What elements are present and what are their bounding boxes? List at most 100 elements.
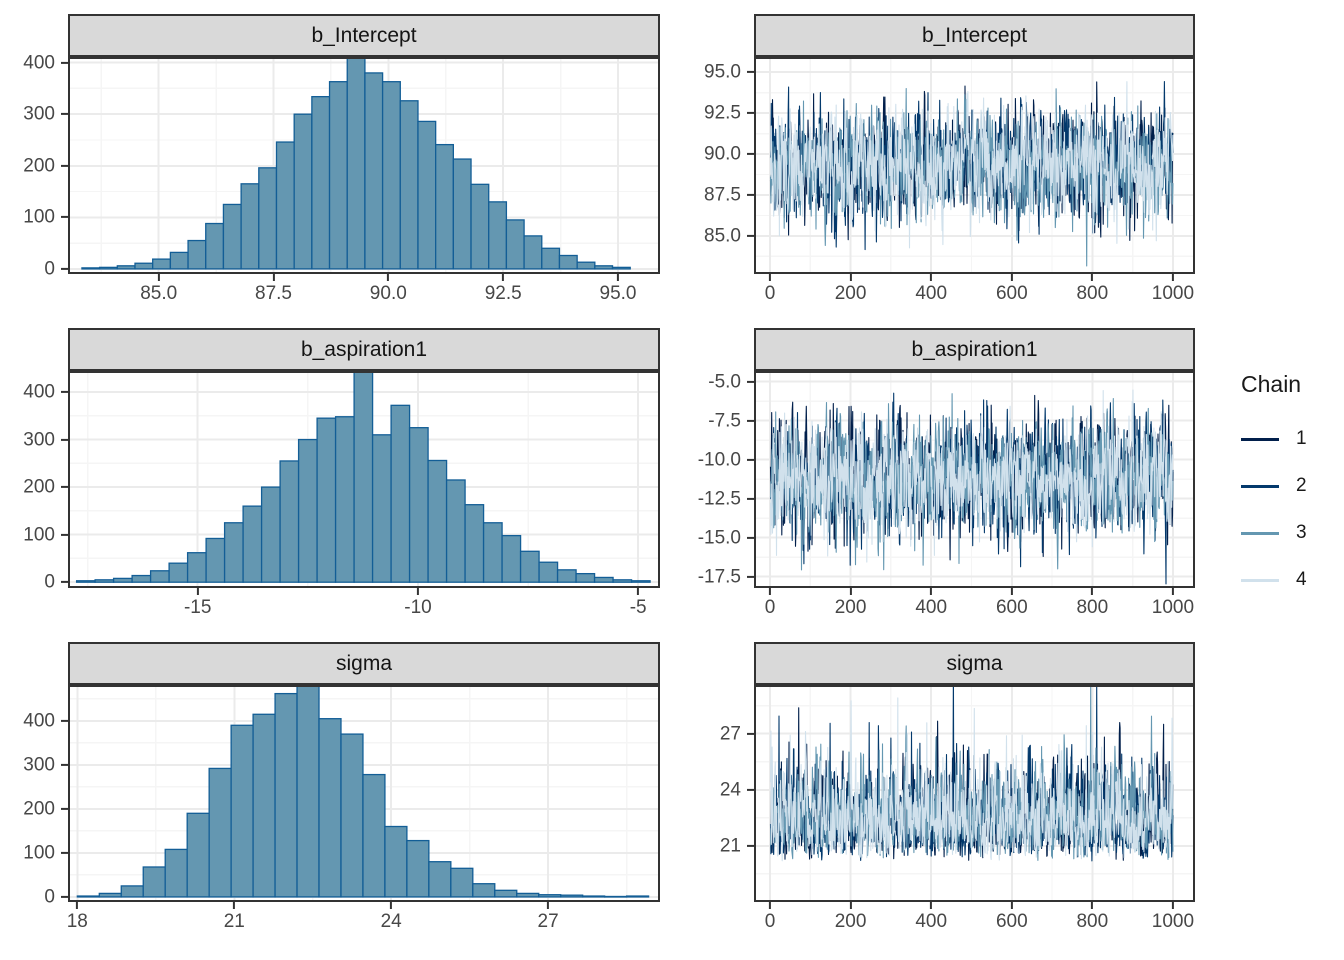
y-tick-label: -12.5 xyxy=(697,488,741,510)
y-tick-mark xyxy=(747,112,754,115)
y-tick-mark xyxy=(747,536,754,539)
legend-item-chain-3: 3 xyxy=(1241,510,1344,557)
panel-title: b_Intercept xyxy=(921,23,1028,47)
x-tick-mark xyxy=(1091,902,1094,909)
chain-legend: Chain 1 2 3 4 xyxy=(1195,14,1344,960)
y-tick-mark xyxy=(61,390,68,394)
x-tick-label: 24 xyxy=(380,911,402,932)
y-tick-mark xyxy=(747,575,754,578)
y-tick-mark xyxy=(747,152,754,156)
panel-strip: b_Intercept xyxy=(754,14,1195,57)
y-tick-label: 24 xyxy=(719,779,741,801)
y-axis: 0 100 200 300 400 xyxy=(8,371,68,592)
x-tick-mark xyxy=(157,274,160,281)
y-tick-label: 200 xyxy=(23,155,55,177)
y-tick-mark xyxy=(61,113,68,116)
y-tick-mark xyxy=(747,380,754,383)
x-tick-label: 800 xyxy=(1076,597,1109,618)
plot-area xyxy=(756,687,1193,900)
x-tick-mark xyxy=(272,274,275,281)
x-tick-label: 800 xyxy=(1076,911,1109,932)
x-tick-label: 800 xyxy=(1076,283,1109,304)
x-axis: -15 -10 -5 xyxy=(68,588,660,620)
y-tick-label: 300 xyxy=(23,429,55,451)
x-tick-mark xyxy=(769,588,772,595)
y-tick-label: 92.5 xyxy=(704,102,741,124)
plot-area xyxy=(70,373,658,586)
y-tick-label: 0 xyxy=(44,886,55,908)
y-tick-mark xyxy=(61,763,68,766)
y-tick-label: -7.5 xyxy=(708,410,741,432)
panel-strip: b_aspiration1 xyxy=(754,328,1195,371)
x-tick-mark xyxy=(930,588,933,595)
y-tick-mark xyxy=(61,895,68,898)
trace-b-aspiration1: b_aspiration1 -5.0 -7.5 -10.0 -12.5 -15.0 -17… xyxy=(694,328,1195,620)
x-axis: 0 200 400 600 800 1000 xyxy=(754,588,1195,620)
x-tick-label: 1000 xyxy=(1151,911,1195,932)
y-tick-mark xyxy=(61,486,68,489)
y-tick-label: 21 xyxy=(719,835,741,857)
trace-b-intercept: b_Intercept 85.0 87.5 90.0 92.5 95.0 0 200 400… xyxy=(694,14,1195,306)
x-tick-label: 85.0 xyxy=(140,283,178,304)
x-tick-mark xyxy=(416,588,420,595)
x-tick-mark xyxy=(1010,902,1013,909)
x-tick-label: 600 xyxy=(995,911,1028,932)
legend-item-label: 1 xyxy=(1296,428,1307,449)
histogram-b-intercept: b_Intercept 0 100 200 300 400 85.0 87.5 90.0 92… xyxy=(8,14,660,306)
y-tick-label: 0 xyxy=(44,571,55,593)
plot-area xyxy=(70,687,658,900)
panel-strip: sigma xyxy=(68,642,660,685)
y-tick-label: 300 xyxy=(23,754,55,776)
y-tick-label: 0 xyxy=(44,258,55,280)
x-tick-label: 90.0 xyxy=(369,283,407,304)
panel-strip: b_aspiration1 xyxy=(68,328,660,371)
legend-item-chain-1: 1 xyxy=(1241,416,1344,463)
y-tick-label: -17.5 xyxy=(697,566,741,588)
x-tick-label: 0 xyxy=(764,283,776,304)
x-tick-label: 600 xyxy=(995,597,1028,618)
y-tick-mark xyxy=(747,788,754,791)
x-tick-mark xyxy=(616,274,620,281)
x-tick-mark xyxy=(769,274,772,281)
plot-area xyxy=(756,59,1193,272)
y-axis: 0 100 200 300 400 xyxy=(8,685,68,906)
y-tick-label: 400 xyxy=(23,710,55,732)
x-tick-label: 600 xyxy=(995,283,1028,304)
x-tick-mark xyxy=(547,902,550,909)
x-tick-label: 400 xyxy=(915,597,948,618)
panel-title: b_Intercept xyxy=(311,23,417,47)
y-tick-label: 100 xyxy=(23,206,55,228)
plot-area xyxy=(70,59,658,272)
x-tick-label: 200 xyxy=(834,283,867,304)
y-tick-label: 87.5 xyxy=(704,184,741,206)
y-tick-mark xyxy=(747,193,754,197)
y-tick-label: 400 xyxy=(23,52,55,74)
x-tick-mark xyxy=(502,274,505,281)
x-tick-mark xyxy=(849,274,852,281)
y-tick-label: 85.0 xyxy=(704,225,741,247)
y-tick-mark xyxy=(747,458,754,461)
y-tick-mark xyxy=(747,497,754,500)
plot-panel xyxy=(754,685,1195,902)
x-axis: 0 200 400 600 800 1000 xyxy=(754,902,1195,934)
x-tick-label: 400 xyxy=(915,911,948,932)
panel-title: b_aspiration1 xyxy=(911,337,1038,361)
y-tick-mark xyxy=(747,419,754,422)
y-tick-label: 400 xyxy=(23,381,55,403)
y-tick-mark xyxy=(61,719,68,722)
panel-strip: b_Intercept xyxy=(68,14,660,57)
y-tick-mark xyxy=(61,267,68,270)
x-tick-mark xyxy=(849,902,852,909)
x-tick-label: 87.5 xyxy=(255,283,292,304)
x-tick-label: 95.0 xyxy=(599,283,637,304)
x-tick-mark xyxy=(196,588,199,595)
y-tick-mark xyxy=(61,807,68,810)
chain-3-line-swatch xyxy=(1241,531,1279,535)
x-tick-label: 200 xyxy=(834,597,867,618)
x-axis: 0 200 400 600 800 1000 xyxy=(754,274,1195,306)
y-tick-label: 90.0 xyxy=(704,143,741,165)
y-tick-mark xyxy=(747,732,754,735)
y-tick-label: 100 xyxy=(23,524,55,546)
panel-strip: sigma xyxy=(754,642,1195,685)
